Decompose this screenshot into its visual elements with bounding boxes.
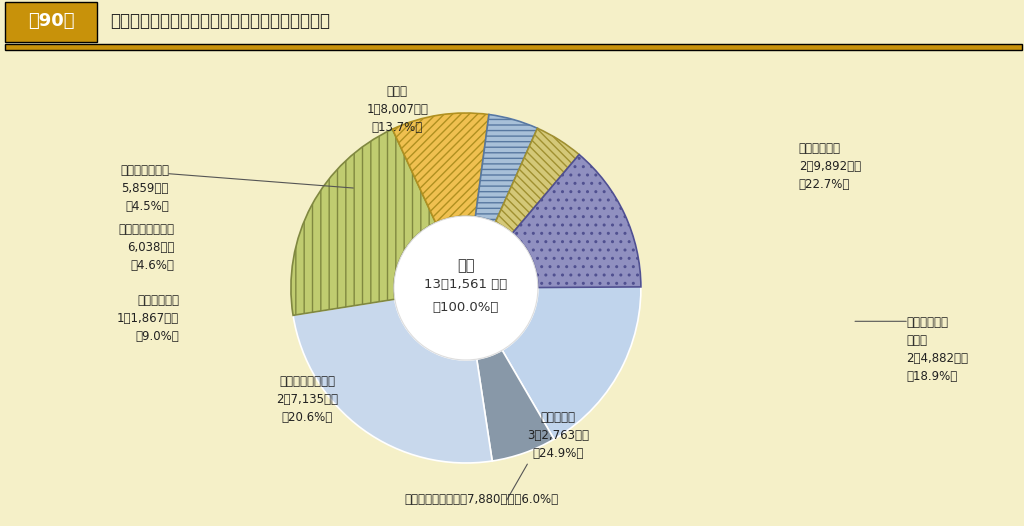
Wedge shape bbox=[502, 263, 641, 439]
Wedge shape bbox=[496, 128, 580, 233]
Text: 保険税（料）
2兆9,892億円
（22.7%）: 保険税（料） 2兆9,892億円 （22.7%） bbox=[799, 142, 861, 191]
Wedge shape bbox=[291, 129, 435, 316]
Wedge shape bbox=[475, 115, 538, 222]
Text: 前期高齢者交付金
2兆7,135億円
（20.6%）: 前期高齢者交付金 2兆7,135億円 （20.6%） bbox=[276, 376, 338, 424]
Text: 歳入: 歳入 bbox=[457, 258, 475, 274]
Text: 国民健康保険事業の歳入決算の状況（事業勘定）: 国民健康保険事業の歳入決算の状況（事業勘定） bbox=[111, 13, 331, 31]
Text: 財政調整交付金等　7,880億円（6.0%）: 財政調整交付金等 7,880億円（6.0%） bbox=[404, 493, 559, 507]
Wedge shape bbox=[466, 113, 639, 278]
Text: 療養給付費等
負担金
2兆4,882億円
（18.9%）: 療養給付費等 負担金 2兆4,882億円 （18.9%） bbox=[906, 316, 969, 383]
FancyBboxPatch shape bbox=[5, 44, 1022, 50]
Wedge shape bbox=[392, 113, 488, 222]
Text: 13兆1,561 億円: 13兆1,561 億円 bbox=[424, 278, 508, 291]
Text: （100.0%）: （100.0%） bbox=[433, 301, 499, 315]
Wedge shape bbox=[293, 299, 493, 463]
FancyBboxPatch shape bbox=[5, 3, 97, 43]
Wedge shape bbox=[477, 350, 554, 461]
Circle shape bbox=[394, 216, 538, 360]
Text: その他
1兆8,007億円
（13.7%）: その他 1兆8,007億円 （13.7%） bbox=[367, 85, 428, 134]
Text: 療養給付費交付金
6,038億円
（4.6%）: 療養給付費交付金 6,038億円 （4.6%） bbox=[118, 223, 174, 272]
Text: 国庫支出金
3兆2,763億円
（24.9%）: 国庫支出金 3兆2,763億円 （24.9%） bbox=[527, 411, 589, 460]
Text: 都道府県支出金
5,859億円
（4.5%）: 都道府県支出金 5,859億円 （4.5%） bbox=[120, 164, 169, 213]
Text: 第90図: 第90図 bbox=[28, 13, 75, 31]
Wedge shape bbox=[512, 155, 641, 288]
Text: 他会計繰入金
1兆1,867億円
（9.0%）: 他会計繰入金 1兆1,867億円 （9.0%） bbox=[117, 295, 179, 343]
